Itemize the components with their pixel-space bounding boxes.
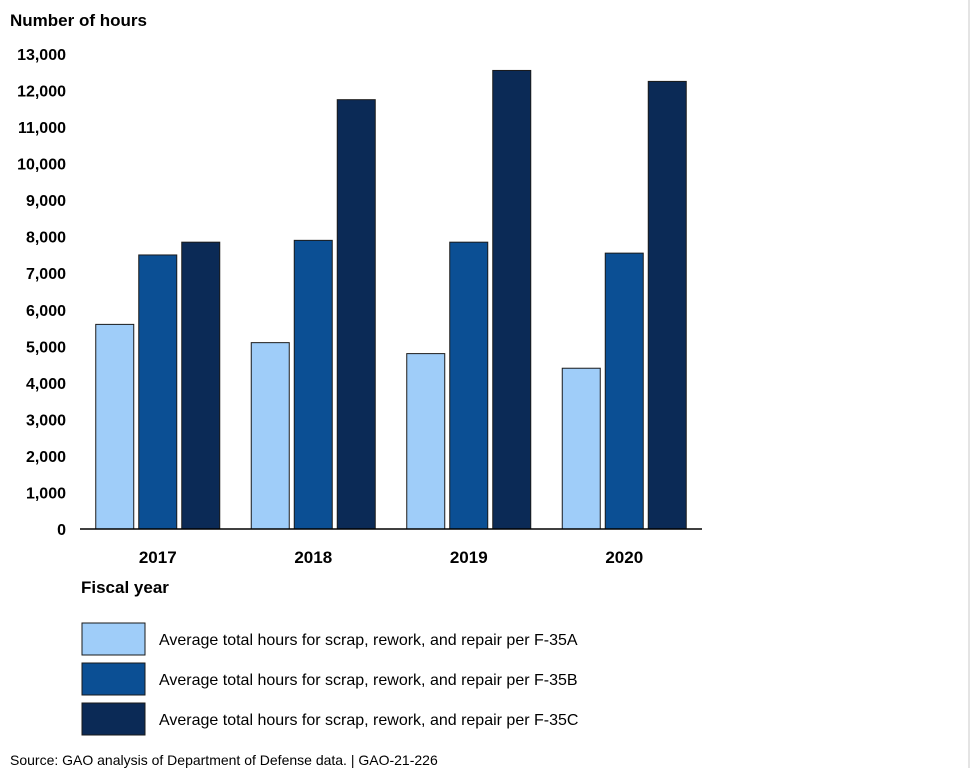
bar-2019-series-3: [492, 69, 532, 530]
legend-label: Average total hours for scrap, rework, a…: [159, 712, 578, 729]
y-tick-label: 3,000: [26, 412, 66, 429]
y-axis-title: Number of hours: [10, 11, 147, 30]
y-tick-label: 6,000: [26, 303, 66, 320]
x-tick-label: 2018: [294, 548, 332, 567]
y-tick-label: 1,000: [26, 485, 66, 502]
y-tick-label: 4,000: [26, 376, 66, 393]
bar-2017-series-2: [138, 254, 178, 530]
legend-swatch: [81, 662, 146, 696]
bar-2018-series-2: [293, 239, 333, 530]
y-tick-label: 2,000: [26, 449, 66, 466]
bar-2018-series-1: [250, 342, 290, 530]
y-tick-label: 11,000: [18, 120, 66, 137]
source-note: Source: GAO analysis of Department of De…: [10, 752, 438, 768]
bar-2019-series-2: [449, 241, 489, 530]
y-tick-label: 7,000: [26, 266, 66, 283]
bar-2017-series-1: [95, 323, 135, 530]
legend-label: Average total hours for scrap, rework, a…: [159, 632, 578, 649]
bar-2019-series-1: [406, 353, 446, 530]
legend-swatch: [81, 702, 146, 736]
bar-2020-series-3: [647, 80, 687, 530]
bar-2020-series-2: [604, 252, 644, 530]
x-tick-label: 2017: [139, 548, 177, 567]
bar-2017-series-3: [181, 241, 221, 530]
x-axis-ticks: 2017 2018 2019 2020: [139, 548, 643, 567]
y-tick-label: 5,000: [26, 339, 66, 356]
legend-label: Average total hours for scrap, rework, a…: [159, 672, 578, 689]
x-axis-title: Fiscal year: [81, 578, 169, 597]
x-tick-label: 2020: [605, 548, 643, 567]
y-tick-label: 8,000: [26, 230, 66, 247]
bar-2018-series-3: [336, 99, 376, 530]
y-tick-label: 12,000: [17, 84, 66, 101]
bar-2020-series-1: [561, 367, 601, 530]
x-tick-label: 2019: [450, 548, 488, 567]
bars-group: [95, 69, 687, 530]
legend-swatch: [81, 622, 146, 656]
y-tick-label: 13,000: [17, 47, 66, 64]
y-tick-label: 0: [57, 522, 66, 539]
frame-edge: [968, 0, 970, 768]
y-axis-ticks: 0 1,000 2,000 3,000 4,000 5,000 6,000 7,000 8,00…: [17, 47, 66, 539]
y-tick-label: 10,000: [17, 157, 66, 174]
legend: Average total hours for scrap, rework, a…: [81, 622, 578, 736]
y-tick-label: 9,000: [26, 193, 66, 210]
